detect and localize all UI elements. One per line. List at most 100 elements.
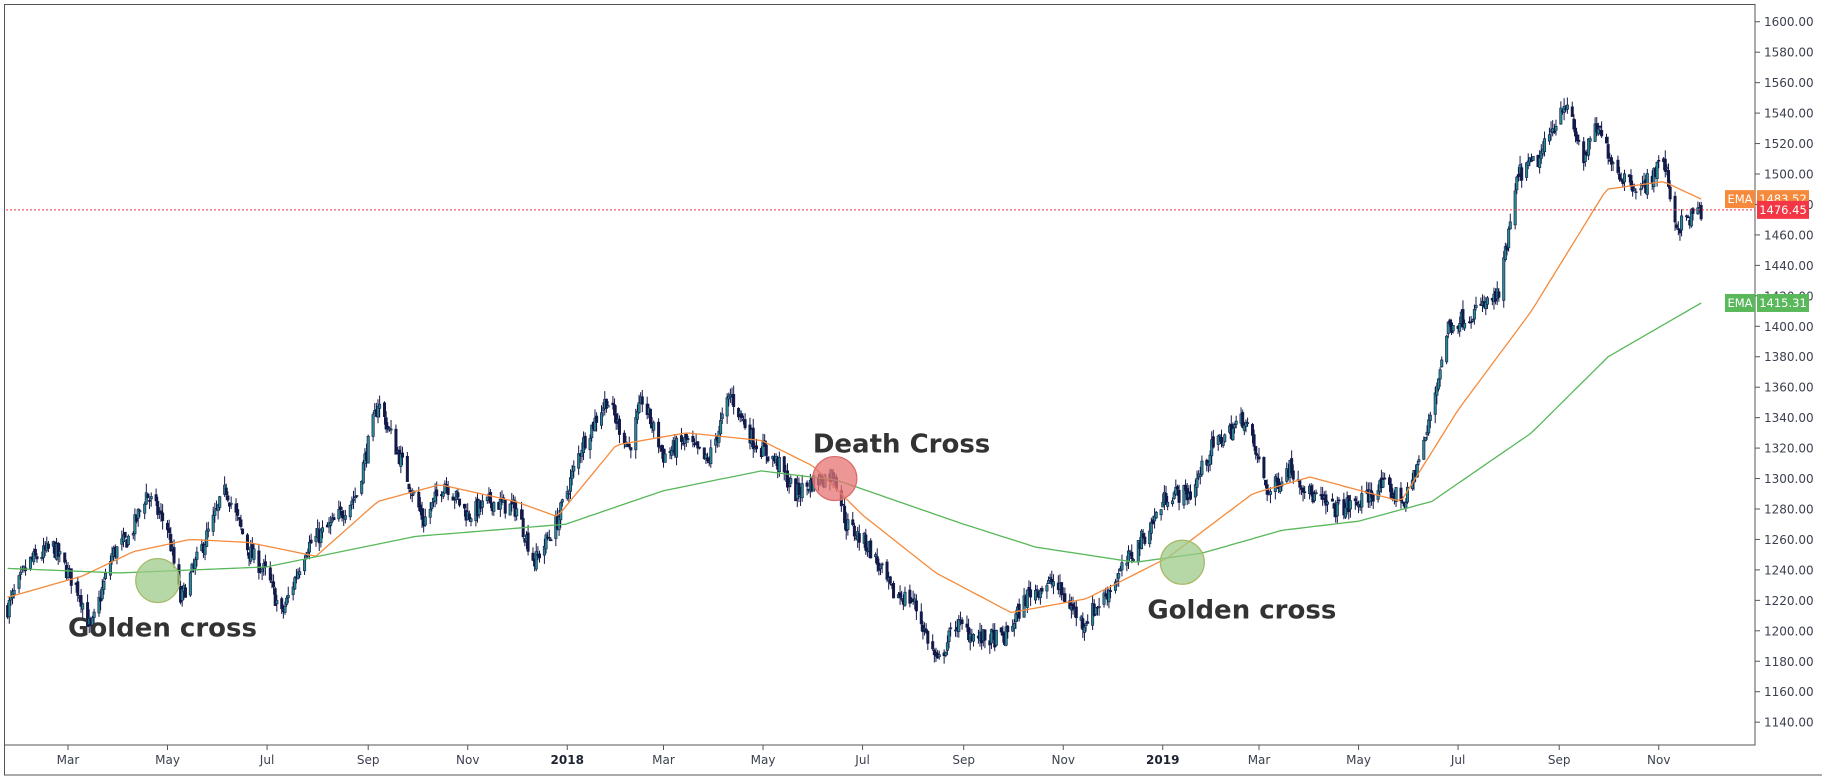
candle-body bbox=[1588, 138, 1592, 142]
candle-body bbox=[1326, 501, 1330, 505]
candle-body bbox=[1234, 420, 1238, 425]
candle-body bbox=[115, 546, 119, 558]
candle-body bbox=[1219, 436, 1223, 445]
candle-body bbox=[1652, 168, 1656, 187]
candle-body bbox=[35, 556, 39, 560]
candle-body bbox=[423, 516, 427, 526]
axes-layer: 1140.00 1160.00 1180.00 1200.00 1220.00 1240.… bbox=[4, 4, 1822, 776]
y-tick-label: 1400.00 bbox=[1764, 320, 1814, 334]
candle-body bbox=[1471, 319, 1475, 322]
candle-body bbox=[1063, 593, 1067, 603]
badge-value-box bbox=[1757, 293, 1809, 312]
candle-body bbox=[1182, 484, 1186, 506]
x-tick-label: Sep bbox=[357, 753, 380, 767]
candle-body bbox=[567, 492, 571, 495]
candle-body bbox=[268, 567, 272, 581]
candle-body bbox=[1200, 460, 1204, 475]
candle-body bbox=[1102, 592, 1106, 605]
candle-body bbox=[515, 508, 519, 517]
candle-body bbox=[526, 532, 530, 552]
candle-body bbox=[329, 522, 333, 526]
candle-body bbox=[1082, 626, 1086, 633]
candle-body bbox=[1668, 186, 1672, 200]
candle-body bbox=[159, 510, 163, 514]
candle-body bbox=[738, 410, 742, 415]
candle-body bbox=[360, 481, 364, 494]
x-tick-label: Jul bbox=[1450, 753, 1465, 767]
badge-series-name: EMA bbox=[1727, 192, 1752, 206]
y-tick-label: 1300.00 bbox=[1764, 472, 1814, 486]
candle-body bbox=[691, 435, 695, 443]
candle-body bbox=[211, 514, 215, 532]
y-tick-label: 1360.00 bbox=[1764, 381, 1814, 395]
candle-body bbox=[133, 514, 137, 535]
y-tick-label: 1160.00 bbox=[1764, 685, 1814, 699]
candle-body bbox=[104, 572, 108, 579]
candle-body bbox=[914, 600, 918, 612]
candle-body bbox=[617, 418, 621, 435]
candle-body bbox=[7, 599, 11, 618]
x-tick-label: Mar bbox=[57, 753, 80, 767]
candle-body bbox=[1298, 479, 1302, 488]
candle-body bbox=[1303, 491, 1307, 494]
candle-body bbox=[407, 483, 411, 490]
candle-body bbox=[732, 394, 736, 407]
candles-layer bbox=[6, 97, 1703, 664]
candle-body bbox=[1060, 582, 1064, 595]
candle-body bbox=[1502, 257, 1506, 301]
candle-body bbox=[864, 534, 868, 551]
candle-body bbox=[19, 571, 23, 575]
candle-body bbox=[627, 443, 631, 448]
candle-body bbox=[1404, 502, 1408, 509]
candle-body bbox=[1126, 550, 1130, 563]
candle-body bbox=[1233, 424, 1237, 429]
candle-body bbox=[1140, 530, 1144, 549]
candle-body bbox=[1657, 159, 1661, 162]
candle-body bbox=[520, 509, 524, 520]
candle-body bbox=[1257, 456, 1261, 460]
candle-body bbox=[303, 558, 307, 572]
candle-body bbox=[1629, 175, 1633, 186]
x-tick-label: Mar bbox=[652, 753, 675, 767]
candle-body bbox=[1655, 161, 1659, 179]
candle-body bbox=[81, 603, 85, 610]
candle-body bbox=[343, 515, 347, 520]
candle-body bbox=[1423, 436, 1427, 442]
candle-body bbox=[725, 397, 729, 417]
candle-body bbox=[143, 503, 147, 514]
candle-body bbox=[1125, 562, 1129, 566]
x-tick-label: 2018 bbox=[551, 753, 584, 767]
candle-body bbox=[945, 642, 949, 651]
candle-body bbox=[787, 485, 791, 487]
candle-body bbox=[1538, 157, 1542, 168]
candle-body bbox=[657, 421, 661, 448]
candle-body bbox=[56, 542, 60, 557]
candle-body bbox=[467, 513, 471, 520]
candle-body bbox=[869, 540, 873, 559]
candle-body bbox=[257, 550, 261, 573]
candle-body bbox=[366, 435, 370, 464]
candle-body bbox=[635, 410, 639, 420]
candle-body bbox=[583, 435, 587, 449]
candle-body bbox=[1348, 500, 1352, 510]
x-tick-label: Jul bbox=[854, 753, 869, 767]
candle-body bbox=[931, 641, 935, 650]
candle-body bbox=[63, 552, 67, 563]
candle-body bbox=[1680, 215, 1684, 231]
candle-body bbox=[338, 506, 342, 510]
candle-body bbox=[462, 503, 466, 509]
candle-body bbox=[900, 598, 904, 600]
candle-body bbox=[428, 509, 432, 518]
candle-body bbox=[1428, 414, 1432, 421]
y-tick-label: 1440.00 bbox=[1764, 259, 1814, 273]
x-tick-label: Sep bbox=[952, 753, 975, 767]
badge-value: 1415.31 bbox=[1759, 296, 1807, 310]
candle-body bbox=[224, 487, 228, 496]
candle-body bbox=[1665, 167, 1669, 170]
candle-body bbox=[1570, 106, 1574, 117]
candle-body bbox=[944, 651, 948, 656]
candle-body bbox=[126, 535, 130, 545]
y-tick-label: 1180.00 bbox=[1764, 655, 1814, 669]
